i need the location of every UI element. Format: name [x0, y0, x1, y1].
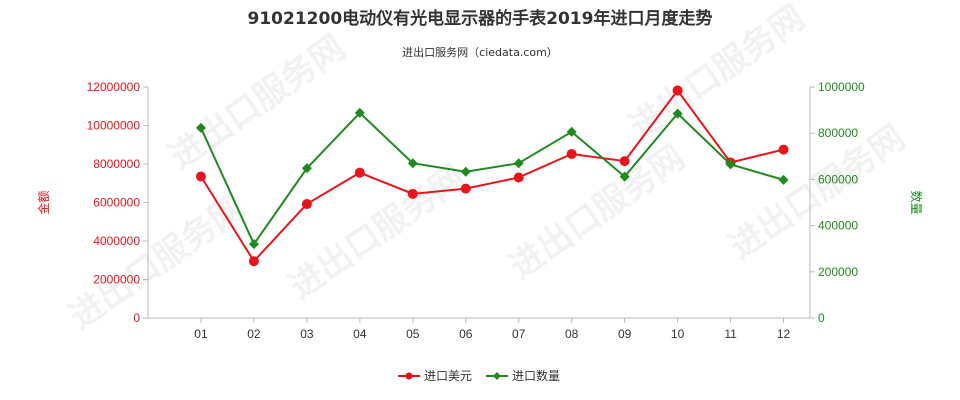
- right-tick-label: 200000: [818, 265, 858, 279]
- right-tick-label: 800000: [818, 126, 858, 140]
- x-tick-label: 10: [671, 327, 685, 341]
- right-tick-label: 0: [818, 311, 825, 325]
- data-point-quantity: [248, 239, 259, 250]
- series-line-quantity: [200, 111, 784, 247]
- plot-area: 0200000040000006000000800000010000000120…: [87, 80, 865, 341]
- data-point-amount: [195, 171, 206, 182]
- x-tick-label: 06: [459, 327, 473, 341]
- right-tick-label: 1000000: [818, 80, 865, 94]
- watermark-text: 进出口服务网: [62, 188, 252, 338]
- left-tick-label: 6000000: [93, 196, 140, 210]
- data-point-amount: [460, 183, 471, 194]
- data-point-quantity: [778, 174, 789, 185]
- left-tick-label: 12000000: [87, 80, 141, 94]
- x-tick-label: 01: [194, 327, 208, 341]
- watermark-text: 进出口服务网: [502, 138, 692, 288]
- data-point-quantity: [460, 166, 471, 177]
- right-axis-label: 数量: [909, 190, 924, 214]
- chart-title: 91021200电动仪有光电显示器的手表2019年进口月度走势: [248, 8, 713, 29]
- x-tick-label: 09: [618, 327, 632, 341]
- data-point-quantity: [672, 108, 683, 119]
- x-tick-label: 04: [353, 327, 367, 341]
- x-tick-label: 08: [565, 327, 579, 341]
- data-point-quantity: [301, 163, 312, 174]
- right-tick-label: 600000: [818, 172, 858, 186]
- watermark-text: 进出口服务网: [162, 28, 352, 178]
- data-point-amount: [619, 156, 630, 167]
- legend-label: 进口美元: [424, 369, 472, 383]
- data-point-quantity: [195, 122, 206, 133]
- data-point-quantity: [566, 126, 577, 137]
- data-point-quantity: [725, 159, 736, 170]
- data-point-amount: [672, 85, 683, 96]
- series-line-amount: [200, 88, 784, 263]
- data-point-quantity: [619, 171, 630, 182]
- left-axis-label: 金额: [36, 190, 51, 214]
- x-tick-label: 11: [724, 327, 737, 341]
- data-point-amount: [354, 167, 365, 178]
- data-point-amount: [513, 172, 524, 183]
- x-tick-label: 07: [512, 327, 526, 341]
- left-tick-label: 8000000: [93, 157, 140, 171]
- chart-subtitle: 进出口服务网（ciedata.com）: [402, 45, 558, 59]
- data-point-quantity: [407, 158, 418, 169]
- left-tick-label: 4000000: [93, 234, 140, 248]
- left-tick-label: 10000000: [87, 119, 141, 133]
- data-point-quantity: [513, 158, 524, 169]
- data-point-amount: [566, 148, 577, 159]
- data-point-amount: [407, 188, 418, 199]
- left-tick-label: 0: [133, 311, 140, 325]
- x-tick-label: 12: [777, 327, 791, 341]
- data-point-amount: [778, 144, 789, 155]
- right-tick-label: 400000: [818, 219, 858, 233]
- left-tick-label: 2000000: [93, 273, 140, 287]
- legend-marker-diamond: [493, 372, 501, 380]
- x-tick-label: 05: [406, 327, 420, 341]
- legend: 进口美元 进口数量: [398, 368, 560, 383]
- x-tick-label: 02: [247, 327, 261, 341]
- data-point-amount: [301, 199, 312, 210]
- legend-marker-circle: [405, 372, 413, 380]
- data-point-quantity: [354, 107, 365, 118]
- x-tick-label: 03: [300, 327, 314, 341]
- legend-label: 进口数量: [512, 368, 560, 383]
- data-point-amount: [248, 256, 259, 267]
